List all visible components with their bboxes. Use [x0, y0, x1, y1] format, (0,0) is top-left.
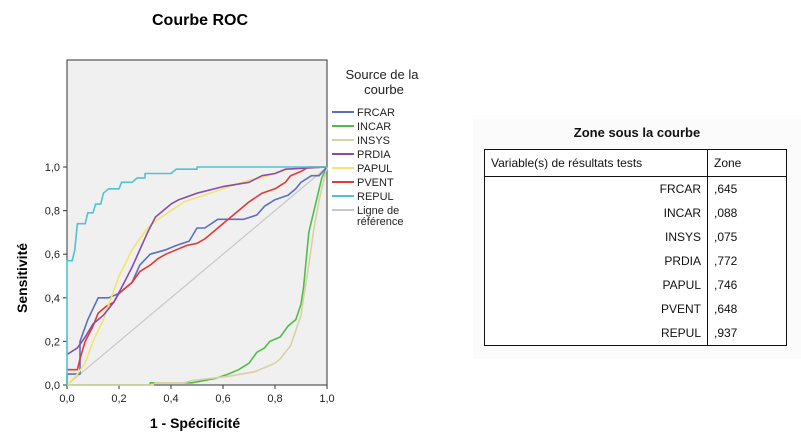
- x-tick-label: 0,2: [111, 393, 126, 405]
- table-row: PAPUL ,746: [484, 273, 787, 297]
- table-row: INSYS ,075: [484, 225, 787, 249]
- auc-zone: ,937: [707, 321, 787, 346]
- legend-label: PRDIA: [357, 149, 391, 161]
- roc-line-repul: [66, 166, 327, 385]
- auc-panel: Zone sous la courbe Variable(s) de résul…: [473, 119, 801, 359]
- legend-title: courbe: [364, 82, 404, 97]
- y-tick-label: 1,0: [45, 162, 60, 174]
- table-row: FRCAR ,645: [484, 176, 787, 201]
- legend-label: référence: [357, 216, 403, 228]
- y-tick-label: 0,0: [45, 380, 60, 392]
- roc-chart: Courbe ROC 0,0 0,2 0,4 0,6 0,8 1,00,00,20,40,…: [14, 12, 419, 431]
- auc-col-variable: Variable(s) de résultats tests: [484, 149, 708, 177]
- y-axis-label: Sensitivité: [14, 243, 30, 313]
- table-row: PVENT ,648: [484, 297, 787, 321]
- legend-label: PVENT: [357, 177, 394, 189]
- auc-zone: ,075: [707, 225, 787, 249]
- legend-label: Ligne de: [357, 205, 399, 217]
- roc-line-prdia: [66, 166, 328, 356]
- auc-variable: PRDIA: [484, 249, 708, 273]
- legend-label: INSYS: [357, 135, 390, 147]
- table-row: REPUL ,937: [484, 321, 787, 346]
- auc-variable: PAPUL: [484, 273, 708, 297]
- x-tick-label: 0,6: [215, 393, 230, 405]
- roc-line-insys: [67, 166, 328, 386]
- auc-zone: ,088: [707, 201, 787, 225]
- roc-line-ligne-de-r-f-rence: [66, 166, 328, 386]
- auc-variable: REPUL: [484, 321, 708, 346]
- y-tick-label: 0,4: [45, 293, 60, 305]
- auc-table: Variable(s) de résultats tests Zone FRCA…: [484, 149, 787, 346]
- y-tick-label: 0,8: [45, 206, 60, 218]
- chart-title: Courbe ROC: [152, 12, 248, 29]
- y-tick-label: 0,6: [45, 249, 60, 261]
- table-row: INCAR ,088: [484, 201, 787, 225]
- roc-curves: [66, 166, 328, 386]
- plot-area: [66, 59, 328, 386]
- legend-label: FRCAR: [357, 107, 395, 119]
- table-row: PRDIA ,772: [484, 249, 787, 273]
- auc-table-title: Zone sous la courbe: [573, 125, 701, 140]
- x-tick-label: 0,0: [59, 393, 74, 405]
- legend-label: PAPUL: [357, 163, 392, 175]
- auc-variable: INCAR: [484, 201, 708, 225]
- auc-zone: ,746: [707, 273, 787, 297]
- x-tick-label: 1,0: [319, 393, 334, 405]
- roc-line-incar: [67, 166, 328, 386]
- auc-variable: FRCAR: [484, 176, 708, 201]
- legend-title: Source de la: [346, 67, 420, 82]
- auc-variable: INSYS: [484, 225, 708, 249]
- axis-ticks: 0,0 0,2 0,4 0,6 0,8 1,0 0,0 0,2 0,4 0,6 0,8 1,0: [45, 162, 335, 405]
- auc-zone: ,645: [707, 176, 787, 201]
- y-tick-label: 0,2: [45, 336, 60, 348]
- auc-variable: PVENT: [484, 297, 708, 321]
- auc-zone: ,772: [707, 249, 787, 273]
- roc-line-pvent: [67, 166, 327, 371]
- roc-line-frcar: [66, 166, 328, 385]
- auc-header-row: Variable(s) de résultats tests Zone: [484, 149, 787, 177]
- x-tick-label: 0,4: [163, 393, 178, 405]
- auc-zone: ,648: [707, 297, 787, 321]
- x-axis-label: 1 - Spécificité: [150, 415, 240, 431]
- legend-label: REPUL: [357, 191, 394, 203]
- auc-col-zone: Zone: [707, 149, 787, 177]
- x-tick-label: 0,8: [267, 393, 282, 405]
- legend-label: INCAR: [357, 121, 391, 133]
